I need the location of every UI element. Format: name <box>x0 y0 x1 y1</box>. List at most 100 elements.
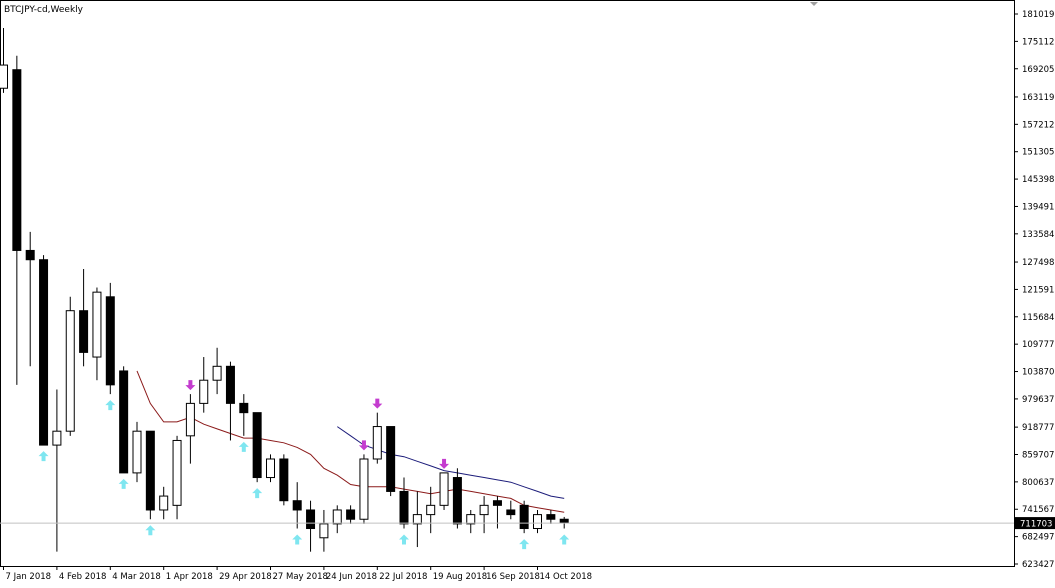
candle-body-bearish <box>506 509 516 516</box>
candle <box>266 454 275 483</box>
signal-arrows <box>38 380 570 550</box>
candle-body-bearish <box>105 296 115 386</box>
candle <box>199 357 209 413</box>
candle-body-bullish <box>199 379 209 404</box>
candle-body-bullish <box>52 430 62 446</box>
candle <box>119 366 129 474</box>
candle-body-bullish <box>172 439 182 506</box>
price-tick-label: 1692057 <box>1022 65 1055 75</box>
candle-body-bearish <box>292 500 302 511</box>
candle <box>546 509 556 524</box>
buy-signal-arrow-up-icon <box>399 534 409 545</box>
candle <box>159 486 169 520</box>
candle-body-bullish <box>332 509 342 525</box>
chart-shift-marker-icon[interactable] <box>810 2 818 6</box>
candle-body-bullish <box>319 523 329 539</box>
candle <box>145 430 155 520</box>
candle <box>519 500 529 534</box>
candle-body-bearish <box>559 518 569 524</box>
price-tick-label: 1631197 <box>1022 93 1055 103</box>
candle <box>439 472 449 510</box>
candle <box>412 491 422 548</box>
candle <box>225 361 235 441</box>
candle <box>252 412 262 483</box>
time-tick-label: 14 Oct 2018 <box>540 572 593 582</box>
candle-body-bearish <box>25 249 35 261</box>
candle-body-bearish <box>39 259 49 446</box>
candle <box>372 412 382 464</box>
sell-signal-arrow-down-icon <box>358 440 369 451</box>
price-tick-label: 1572127 <box>1022 120 1055 130</box>
candle-body-bullish <box>479 504 489 516</box>
candle-body-bullish <box>65 310 75 432</box>
price-tick-label: 1274987 <box>1022 258 1055 268</box>
candle-body-bullish <box>159 495 169 511</box>
candle <box>306 500 316 552</box>
candle-body-bearish <box>386 426 396 492</box>
candle-body-bullish <box>412 514 422 525</box>
buy-signal-arrow-up-icon <box>559 534 570 545</box>
price-tick-label: 979637 <box>1022 395 1054 405</box>
buy-signal-arrow-up-icon <box>292 534 303 545</box>
plot-frame <box>0 0 1015 567</box>
sell-signal-arrow-down-icon <box>372 398 383 409</box>
candle-body-bearish <box>145 430 155 511</box>
candle <box>452 468 462 529</box>
current-price-label: 711703 <box>1020 520 1052 530</box>
candle-body-bearish <box>346 509 356 520</box>
time-tick-label: 19 Aug 2018 <box>433 572 487 582</box>
candlesticks <box>0 27 569 552</box>
candle <box>386 426 396 497</box>
candle <box>212 347 222 395</box>
price-axis[interactable]: 1810197 1751127 1692057 1631197 1572127 15130… <box>1014 10 1055 570</box>
sell-signal-arrow-down-icon <box>185 380 196 391</box>
time-tick-label: 16 Sep 2018 <box>486 572 540 582</box>
price-tick-label: 1810197 <box>1022 10 1055 20</box>
candle <box>466 509 476 534</box>
candle-body-bullish <box>92 291 102 358</box>
candle <box>52 389 62 552</box>
candle-body-bullish <box>372 426 382 460</box>
price-tick-label: 1097777 <box>1022 340 1055 350</box>
candle <box>132 421 142 483</box>
time-tick-label: 24 Jun 2018 <box>326 572 377 582</box>
candle-body-bearish <box>519 504 529 530</box>
candle <box>399 477 409 529</box>
candle <box>79 268 89 367</box>
candle-body-bearish <box>306 509 316 530</box>
candle-body-bearish <box>252 412 262 479</box>
candle <box>185 394 195 464</box>
price-tick-label: 1038707 <box>1022 368 1055 378</box>
candle <box>359 454 369 524</box>
candle <box>12 55 22 385</box>
candle <box>279 454 289 506</box>
time-tick-label: 4 Mar 2018 <box>112 572 160 582</box>
buy-signal-arrow-up-icon <box>519 539 530 550</box>
candle-body-bullish <box>212 365 222 381</box>
candle <box>65 296 75 436</box>
time-axis[interactable]: 7 Jan 2018 4 Feb 2018 4 Mar 2018 1 Apr 2018… <box>3 566 593 582</box>
candle-body-bullish <box>533 514 542 530</box>
price-tick-label: 1215917 <box>1022 285 1055 295</box>
price-tick-label: 1335847 <box>1022 230 1055 240</box>
candle <box>426 486 436 534</box>
buy-signal-arrow-up-icon <box>252 488 263 499</box>
candle-body-bearish <box>279 458 289 502</box>
buy-signal-arrow-up-icon <box>145 525 156 536</box>
candle <box>105 282 115 395</box>
candle <box>533 509 542 534</box>
candle-body-bearish <box>79 310 89 353</box>
candle-body-bullish <box>359 458 369 520</box>
price-tick-label: 741567 <box>1022 505 1054 515</box>
candle-body-bearish <box>399 490 409 525</box>
candle-body-bullish <box>426 504 436 516</box>
time-tick-label: 1 Apr 2018 <box>166 572 213 582</box>
candle <box>346 505 356 524</box>
candle-body-bearish <box>452 477 462 525</box>
candle <box>0 27 8 93</box>
moving-average-red-line <box>136 370 565 513</box>
candle-body-bullish <box>466 514 476 525</box>
buy-signal-arrow-up-icon <box>38 451 49 462</box>
